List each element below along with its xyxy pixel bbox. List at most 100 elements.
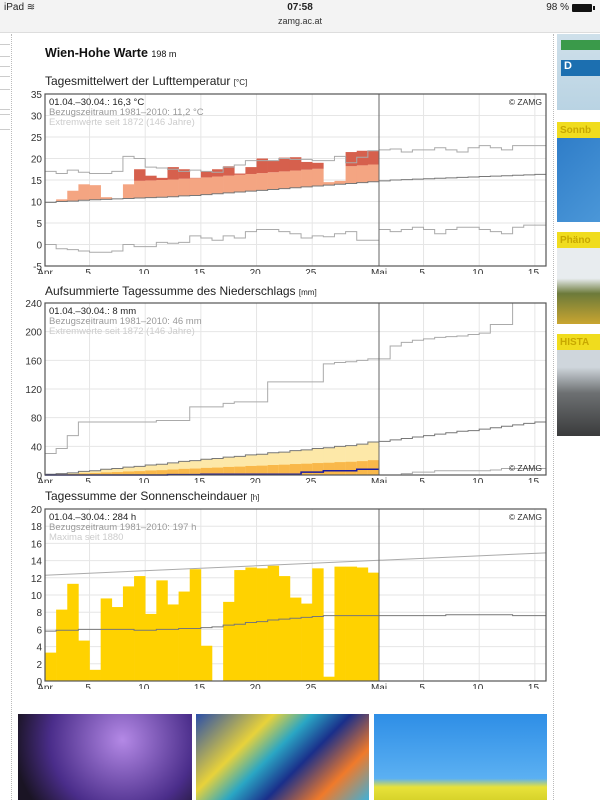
x-tick-label: 5. <box>419 477 427 483</box>
temp-bar-warm <box>323 182 335 186</box>
temp-bar-warm <box>312 168 324 187</box>
sunshine-bar <box>267 565 280 681</box>
clock: 07:58 <box>287 2 313 13</box>
precip-band-light <box>267 452 280 475</box>
sidebar-item-phaenologie[interactable]: Phäno <box>557 232 600 324</box>
climate-mean-line <box>45 614 546 632</box>
precip-band-dark <box>122 471 135 475</box>
temp-bar-warm <box>345 166 358 184</box>
x-tick-label: Mai <box>371 683 387 689</box>
temp-bar-warm <box>100 197 113 200</box>
temp-bar-hot <box>256 158 268 174</box>
sunshine-bar <box>334 566 346 681</box>
precip-band-light <box>323 447 335 475</box>
precip-band-light <box>345 445 358 475</box>
sunshine-bar <box>345 566 358 681</box>
precip-band-dark <box>167 469 179 475</box>
page-content: Wien-Hohe Warte 198 m Tagesmittelwert de… <box>0 34 600 800</box>
precip-band-dark <box>334 462 346 475</box>
sunshine-bar <box>178 591 191 681</box>
y-tick-label: 5 <box>36 219 42 230</box>
x-tick-label: 15. <box>194 683 208 689</box>
x-tick-label: Mai <box>371 477 387 483</box>
precip-band-light <box>234 456 246 475</box>
precip-band-light <box>356 444 369 475</box>
temp-bar-warm <box>134 180 146 199</box>
sidebar-item-sonnblick[interactable]: Sonnb <box>557 122 600 222</box>
sunshine-bar <box>301 603 313 681</box>
sidebar-banner-top[interactable]: D <box>557 34 600 110</box>
sunshine-bar <box>89 669 101 681</box>
sunshine-bar <box>312 568 324 681</box>
y-tick-label: 0 <box>36 471 42 482</box>
x-tick-label: 5. <box>85 477 93 483</box>
y-tick-label: 25 <box>31 133 43 144</box>
temp-bar-hot <box>289 157 302 171</box>
x-tick-label: 10. <box>138 268 152 274</box>
temperature-chart-title: Tagesmittelwert der Lufttemperatur [°C] <box>45 74 248 88</box>
x-tick-label: 15. <box>528 683 542 689</box>
temp-bar-hot <box>212 169 224 177</box>
sidebar-item-histalp[interactable]: HISTA <box>557 334 600 436</box>
y-tick-label: 200 <box>25 328 42 339</box>
y-tick-label: 80 <box>31 414 43 425</box>
y-tick-label: 20 <box>31 155 43 166</box>
precip-band-light <box>256 454 268 475</box>
temp-bar-warm <box>234 174 246 193</box>
copyright-label: © ZAMG <box>509 512 542 522</box>
legend-text: 01.04.–30.04.: 16,3 °C <box>49 97 144 108</box>
x-tick-label: 10. <box>472 268 486 274</box>
x-tick-label: 15. <box>528 268 542 274</box>
sunshine-bar <box>167 604 179 681</box>
temp-bar-hot <box>156 177 168 180</box>
precip-band-dark <box>345 461 358 475</box>
precip-band-light <box>156 464 168 475</box>
y-tick-label: 10 <box>31 198 43 209</box>
wind-turbine-image[interactable] <box>374 714 547 800</box>
lightning-image[interactable] <box>18 714 192 800</box>
temp-bar-hot <box>345 152 358 167</box>
temp-bar-hot <box>178 169 191 179</box>
x-tick-label: 15. <box>194 268 208 274</box>
copyright-label: © ZAMG <box>509 463 542 473</box>
precip-band-dark <box>312 463 324 475</box>
temp-bar-warm <box>367 164 380 182</box>
precip-band-light <box>178 461 191 475</box>
precip-band-light <box>245 454 257 475</box>
precip-band-dark <box>278 464 291 475</box>
y-tick-label: 0 <box>36 677 42 688</box>
precipitation-chart-title: Aufsummierte Tagessumme des Niederschlag… <box>45 284 317 298</box>
sunshine-bar <box>111 607 124 681</box>
precip-band-dark <box>200 467 213 475</box>
y-tick-label: 15 <box>31 176 43 187</box>
histalp-image <box>557 350 600 436</box>
temp-bar-hot <box>301 161 313 170</box>
left-divider <box>11 34 12 800</box>
right-divider <box>553 34 554 800</box>
sunshine-bar <box>356 567 369 681</box>
precip-band-light <box>278 452 291 475</box>
x-tick-label: 20. <box>250 268 264 274</box>
sunshine-bar <box>289 597 302 681</box>
precip-band-dark <box>156 470 168 475</box>
precip-band-dark <box>178 468 191 475</box>
legend-text: Maxima seit 1880 <box>49 532 123 543</box>
y-tick-label: 35 <box>31 90 43 101</box>
temp-bar-warm <box>145 180 157 198</box>
temp-bar-warm <box>189 178 202 196</box>
address-bar-url[interactable]: zamg.ac.at <box>277 16 323 26</box>
x-tick-label: 25. <box>305 268 319 274</box>
battery-status: 98 % <box>546 2 595 13</box>
legend-text: Bezugszeitraum 1981–2010: 46 mm <box>49 316 202 327</box>
terrain-map-image[interactable] <box>196 714 369 800</box>
temp-bar-hot <box>278 157 291 172</box>
y-tick-label: 4 <box>36 643 42 654</box>
temp-bar-warm <box>67 190 79 202</box>
max-line <box>44 552 547 576</box>
precip-band-dark <box>189 468 202 475</box>
sunshine-bar <box>122 586 135 681</box>
precip-band-light <box>367 442 380 475</box>
sunshine-bar <box>256 568 268 681</box>
